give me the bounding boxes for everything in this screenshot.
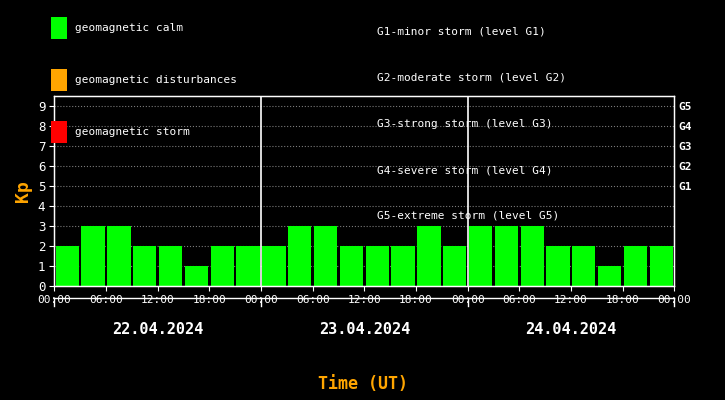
Text: 22.04.2024: 22.04.2024 [112,322,203,338]
Text: G4-severe storm (level G4): G4-severe storm (level G4) [377,165,552,175]
Text: 24.04.2024: 24.04.2024 [526,322,616,338]
Bar [494,226,518,286]
Bar [133,246,157,286]
Bar [650,246,673,286]
Bar [314,226,337,286]
Bar [598,266,621,286]
Bar [288,226,311,286]
Y-axis label: Kp: Kp [14,180,33,202]
Bar [469,226,492,286]
Bar [340,246,363,286]
Bar [262,246,286,286]
Text: G3-strong storm (level G3): G3-strong storm (level G3) [377,119,552,129]
Bar [81,226,104,286]
Bar [236,246,260,286]
Text: geomagnetic calm: geomagnetic calm [75,23,183,33]
Bar [624,246,647,286]
Bar [159,246,182,286]
Text: G5-extreme storm (level G5): G5-extreme storm (level G5) [377,211,559,221]
Bar [211,246,234,286]
Text: geomagnetic disturbances: geomagnetic disturbances [75,75,237,85]
Text: Time (UT): Time (UT) [318,375,407,393]
Bar [365,246,389,286]
Bar [572,246,595,286]
Text: G1-minor storm (level G1): G1-minor storm (level G1) [377,27,546,37]
Bar [418,226,441,286]
Text: 23.04.2024: 23.04.2024 [319,322,410,338]
Bar [521,226,544,286]
Text: geomagnetic storm: geomagnetic storm [75,127,190,137]
Bar [443,246,466,286]
Bar [392,246,415,286]
Bar [185,266,208,286]
Bar [107,226,130,286]
Bar [547,246,570,286]
Bar [56,246,79,286]
Text: G2-moderate storm (level G2): G2-moderate storm (level G2) [377,73,566,83]
